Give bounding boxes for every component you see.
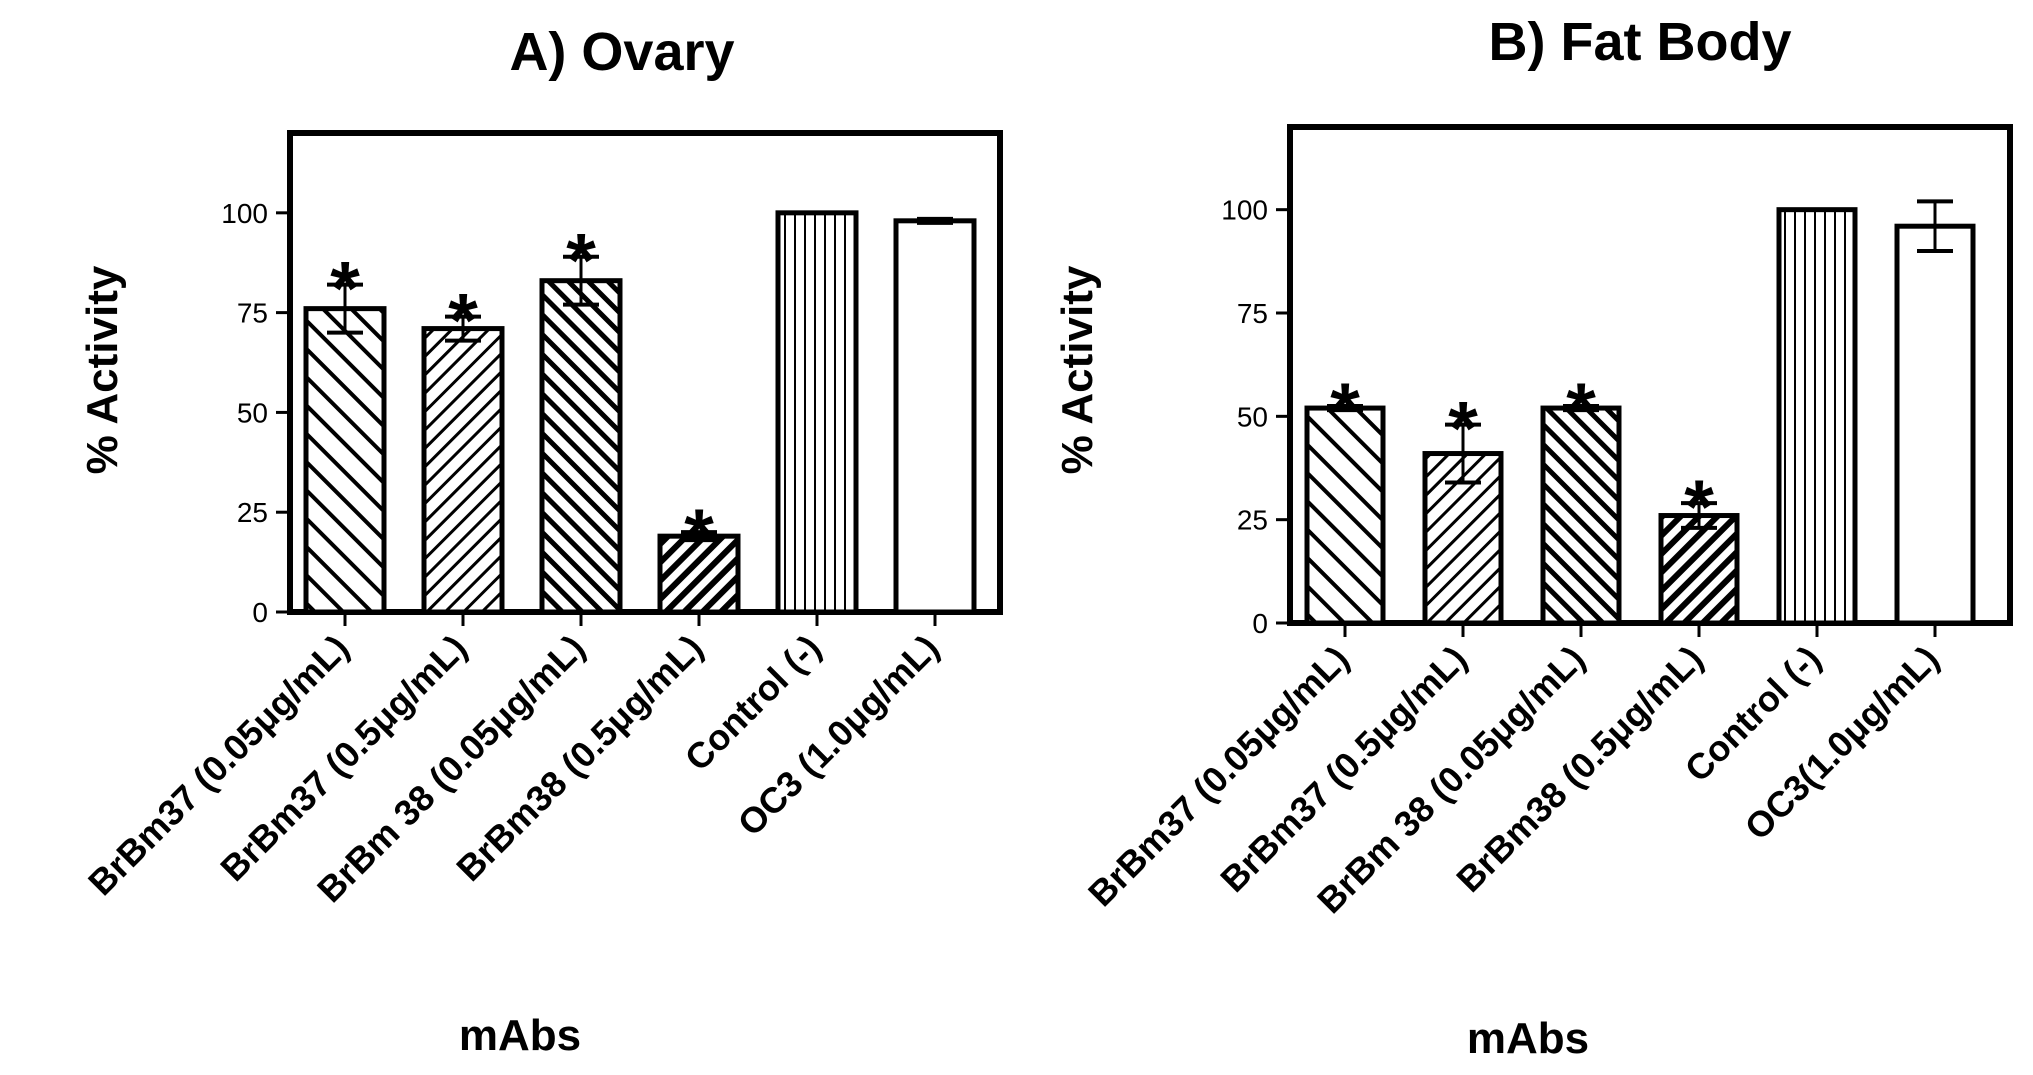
bar	[893, 218, 977, 615]
significance-marker: *	[448, 279, 478, 364]
y-tick-label: 100	[221, 198, 268, 229]
significance-marker: *	[1330, 368, 1360, 453]
bar	[1304, 405, 1386, 626]
chart-title: B) Fat Body	[1489, 12, 1792, 72]
y-tick-label: 50	[1237, 401, 1268, 432]
x-axis-label: mAbs	[459, 1011, 581, 1060]
bar	[303, 306, 387, 615]
y-tick-label: 0	[252, 597, 268, 628]
y-tick-label: 75	[1237, 298, 1268, 329]
y-tick-label: 75	[237, 298, 268, 329]
significance-marker: *	[684, 494, 714, 579]
significance-marker: *	[1684, 465, 1714, 550]
x-category-label: OC3 (1.0μg/mL)	[730, 627, 947, 844]
y-tick-label: 50	[237, 397, 268, 428]
chart-title: A) Ovary	[509, 22, 734, 82]
y-tick-label: 0	[1252, 608, 1268, 639]
significance-marker: *	[330, 247, 360, 332]
y-tick-label: 25	[237, 497, 268, 528]
plot-frame	[1287, 124, 2013, 626]
bar	[539, 278, 623, 615]
y-axis-label: % Activity	[1053, 265, 1102, 474]
plot-frame	[287, 130, 1003, 615]
x-axis-label: mAbs	[1467, 1014, 1589, 1063]
significance-marker: *	[566, 219, 596, 304]
bar	[657, 533, 741, 615]
bar	[1776, 207, 1858, 626]
bar	[1540, 405, 1622, 626]
significance-marker: *	[1448, 387, 1478, 472]
y-axis-label: % Activity	[78, 265, 127, 474]
significance-marker: *	[1566, 368, 1596, 453]
y-tick-label: 100	[1221, 195, 1268, 226]
bar	[775, 210, 859, 615]
y-tick-label: 25	[1237, 505, 1268, 536]
bar	[421, 326, 505, 615]
bar	[1894, 223, 1976, 626]
